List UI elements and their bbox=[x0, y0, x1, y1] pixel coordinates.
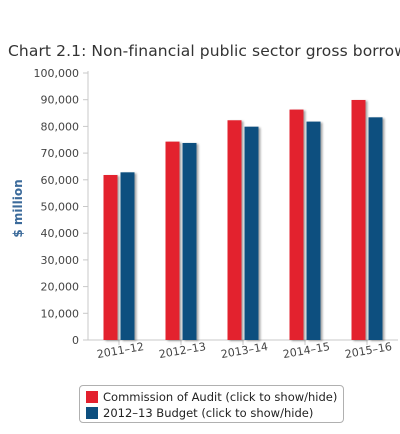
x-tick-label: 2014–15 bbox=[282, 340, 331, 361]
axes bbox=[83, 71, 398, 345]
bar-budget-2013–14[interactable] bbox=[244, 126, 259, 341]
y-tick-label: 60,000 bbox=[41, 174, 80, 187]
bar-commission-of-audit-2015–16[interactable] bbox=[351, 99, 366, 340]
y-tick-label: 40,000 bbox=[41, 227, 80, 240]
legend-label-commission-of-audit: Commission of Audit (click to show/hide) bbox=[103, 390, 338, 404]
bar-commission-of-audit-2012–13[interactable] bbox=[165, 141, 180, 340]
axis-labels: 0 10,000 20,000 30,000 40,000 50,000 60,000 70,… bbox=[11, 67, 393, 361]
y-tick-label: 90,000 bbox=[41, 94, 80, 107]
x-tick-label: 2012–13 bbox=[158, 340, 207, 361]
legend-item-commission-of-audit[interactable]: Commission of Audit (click to show/hide) bbox=[86, 389, 337, 405]
chart-title: Chart 2.1: Non-financial public sector g… bbox=[8, 42, 400, 60]
y-tick-label: 30,000 bbox=[41, 254, 80, 267]
y-tick-label: 50,000 bbox=[41, 201, 80, 214]
y-tick-label: 10,000 bbox=[41, 307, 80, 320]
y-tick-label: 80,000 bbox=[41, 120, 80, 133]
x-tick-label: 2013–14 bbox=[220, 340, 269, 361]
bar-commission-of-audit-2011–12[interactable] bbox=[103, 174, 118, 340]
bar-budget-2011–12[interactable] bbox=[120, 172, 135, 340]
bar-budget-2014–15[interactable] bbox=[306, 121, 321, 341]
bar-commission-of-audit-2014–15[interactable] bbox=[289, 109, 304, 340]
y-axis-label: $ million bbox=[11, 179, 25, 237]
legend-swatch-commission-of-audit bbox=[86, 391, 98, 403]
bar-commission-of-audit-2013–14[interactable] bbox=[227, 120, 242, 340]
legend-label-budget: 2012–13 Budget (click to show/hide) bbox=[103, 406, 314, 420]
bar-budget-2012–13[interactable] bbox=[182, 142, 197, 340]
y-tick-label: 70,000 bbox=[41, 147, 80, 160]
x-tick-label: 2015–16 bbox=[344, 340, 393, 361]
bars bbox=[103, 99, 383, 341]
bar-budget-2015–16[interactable] bbox=[368, 117, 383, 341]
x-tick-label: 2011–12 bbox=[96, 340, 145, 361]
legend: Commission of Audit (click to show/hide)… bbox=[79, 385, 344, 423]
y-tick-label: 100,000 bbox=[34, 67, 80, 80]
y-tick-label: 0 bbox=[72, 334, 79, 347]
y-tick-label: 20,000 bbox=[41, 281, 80, 294]
legend-item-budget[interactable]: 2012–13 Budget (click to show/hide) bbox=[86, 405, 337, 421]
legend-swatch-budget bbox=[86, 407, 98, 419]
